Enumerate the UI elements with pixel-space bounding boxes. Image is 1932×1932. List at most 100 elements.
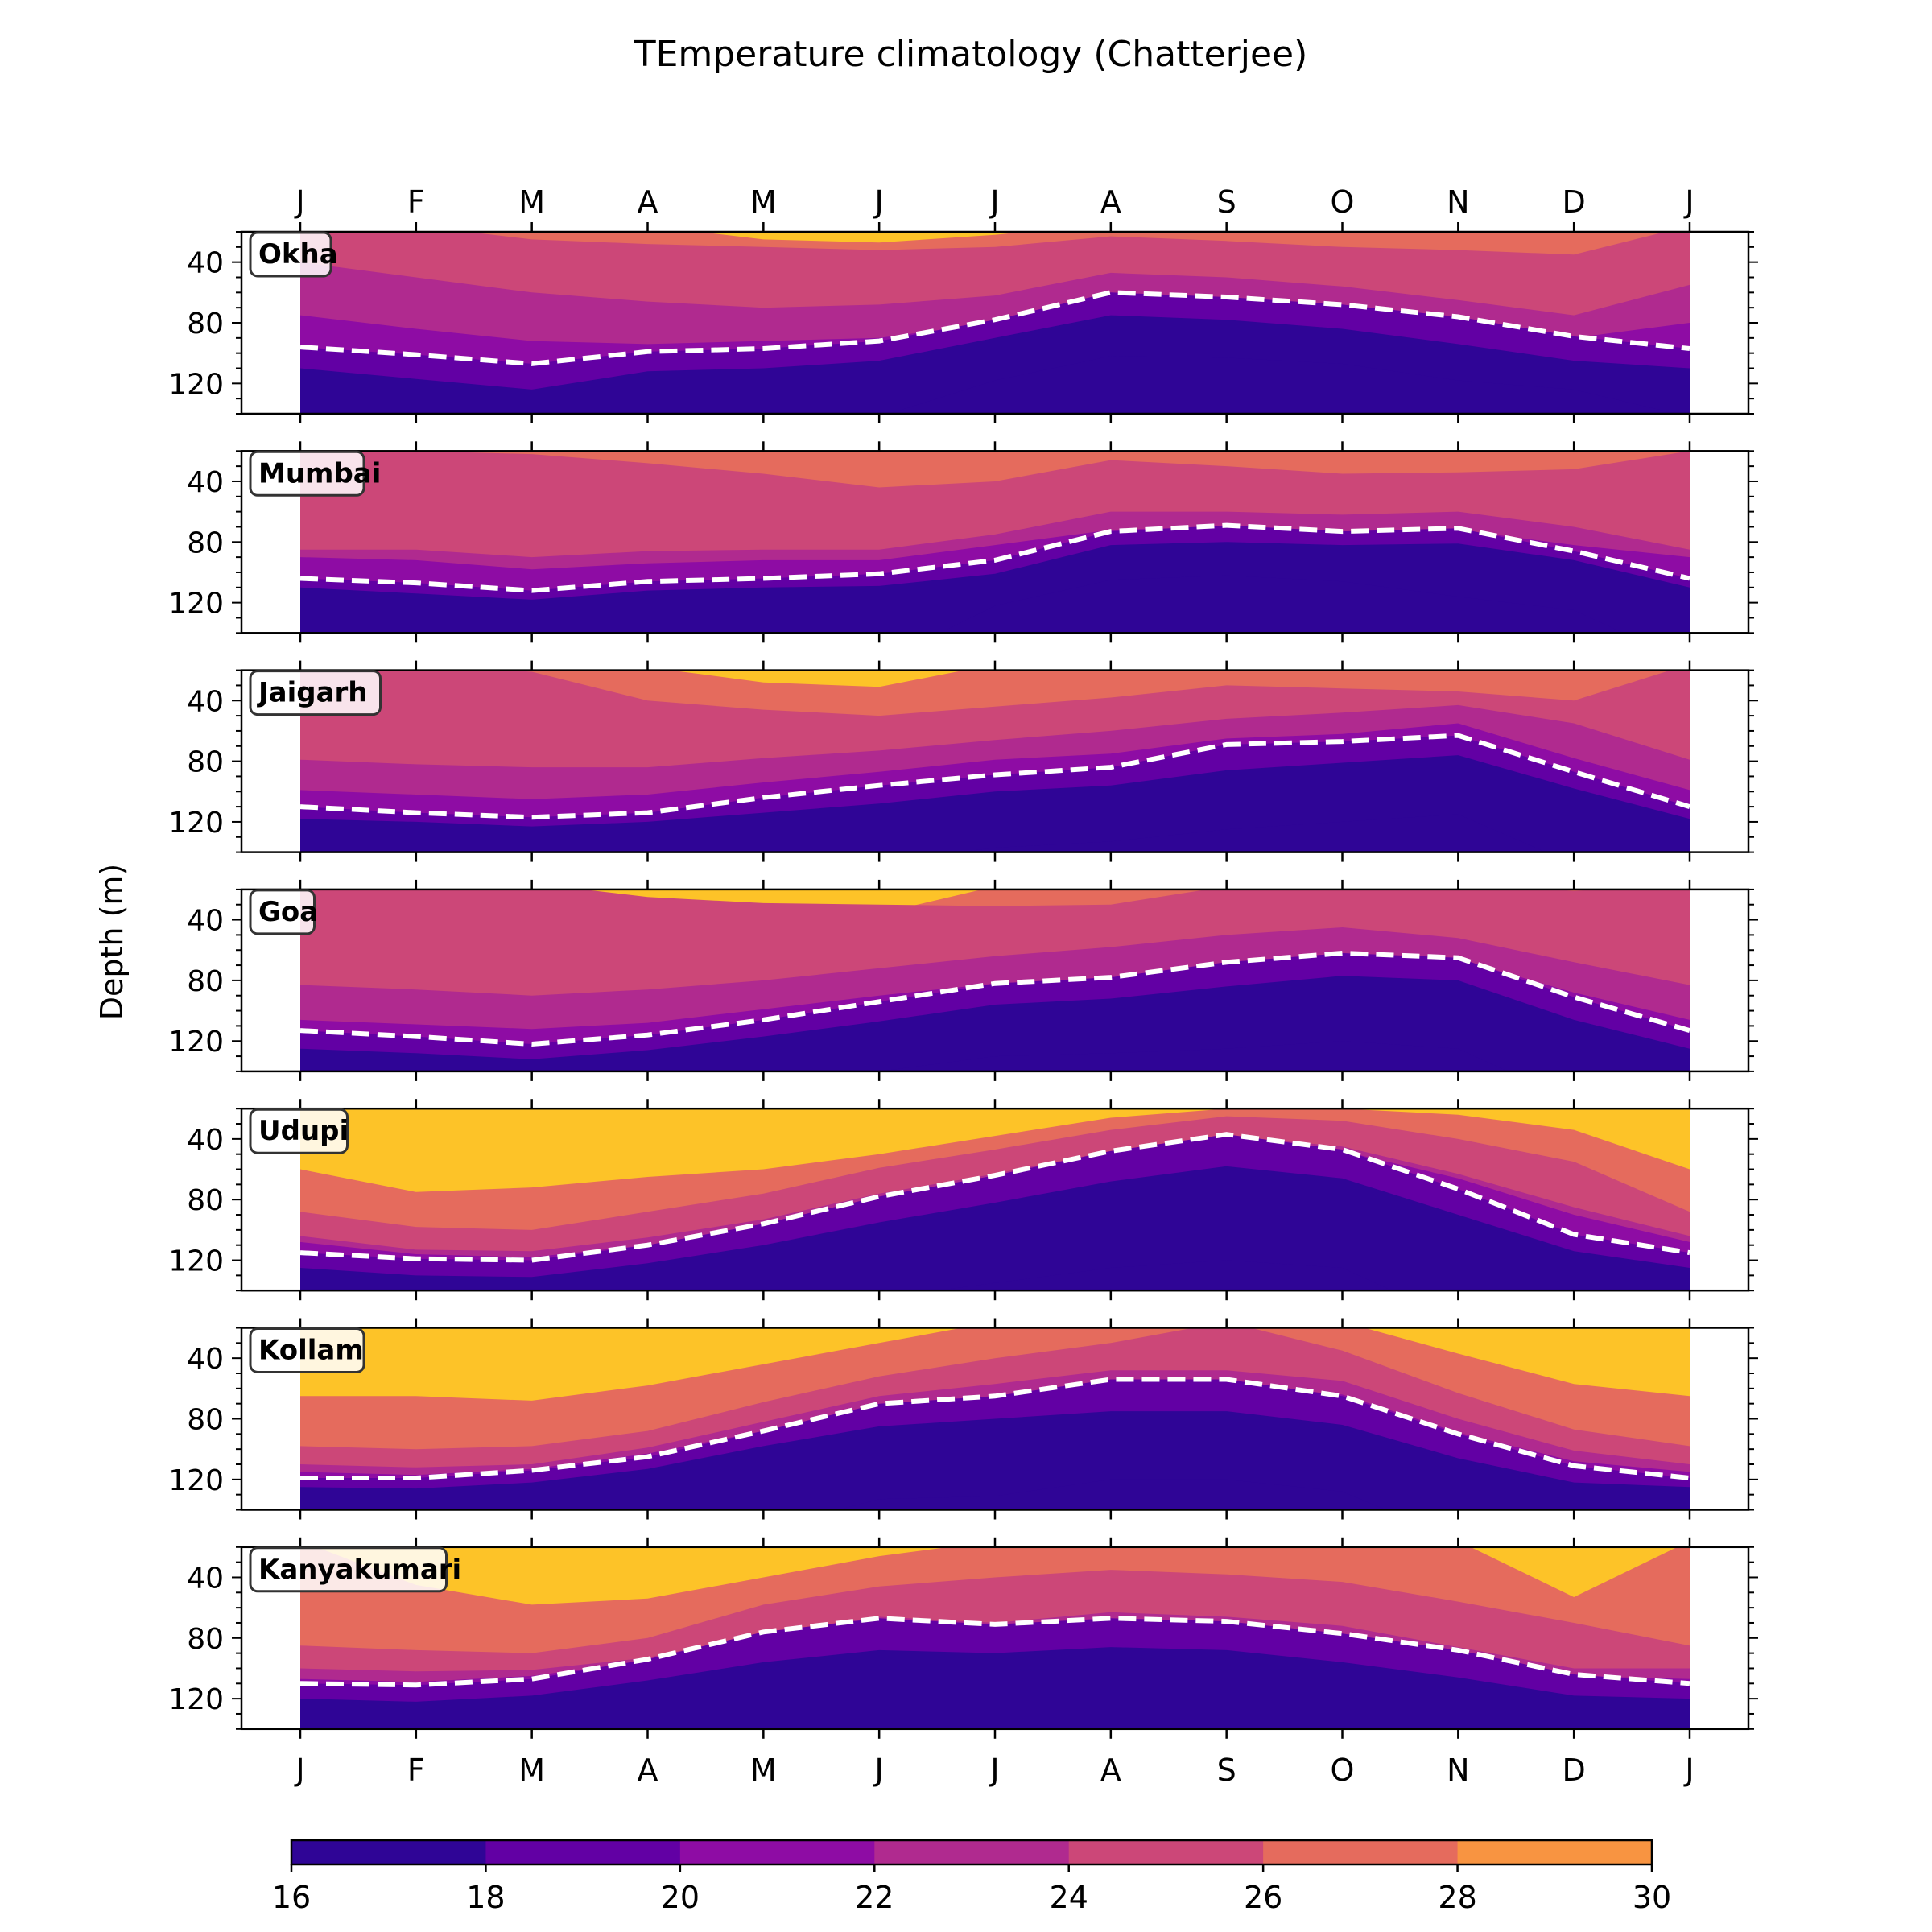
x-tick-label-bottom: J xyxy=(294,1752,304,1788)
y-tick-label: 40 xyxy=(187,905,224,938)
panel-kollam: 40 80 120 Kollam xyxy=(168,1318,1758,1520)
station-name: Okha xyxy=(258,238,338,270)
isotherm-20-line xyxy=(300,1377,1690,1480)
y-tick-label: 120 xyxy=(168,1464,224,1497)
station-name: Kollam xyxy=(258,1335,364,1367)
colorbar-tick-label: 26 xyxy=(1244,1880,1282,1915)
panel-jaigarh: 40 80 120 Jaigarh xyxy=(168,660,1758,862)
x-tick-label-bottom: A xyxy=(1100,1752,1121,1788)
x-tick-label-top: S xyxy=(1217,184,1236,220)
station-name: Mumbai xyxy=(258,457,381,489)
station-label-box xyxy=(249,231,332,278)
colorbar-tick-label: 20 xyxy=(661,1880,700,1915)
station-label-box xyxy=(249,889,316,935)
station-label: Kanyakumari xyxy=(249,1546,461,1593)
x-tick-label-bottom: M xyxy=(518,1752,545,1788)
station-panels: 40 80 120 Okha 40 80 120 Mumbai 40 80 120 Jaigarh 40… xyxy=(168,184,1758,1788)
x-tick-label-top: J xyxy=(873,184,884,220)
y-tick-label: 120 xyxy=(168,368,224,401)
station-label-box xyxy=(249,670,382,716)
contour-fill xyxy=(300,1108,1690,1291)
x-tick-label-top: N xyxy=(1447,184,1469,220)
isotherm-20-line xyxy=(299,733,1690,820)
y-tick-label: 80 xyxy=(187,526,224,559)
panel-kanyakumari: 40 80 120 Kanyakumari xyxy=(168,1537,1758,1739)
colorbar-segment xyxy=(485,1840,681,1864)
y-tick-label: 40 xyxy=(187,1124,224,1157)
panel-goa: 40 80 120 Goa xyxy=(168,879,1758,1081)
y-tick-label: 80 xyxy=(187,1404,224,1437)
y-tick-label: 80 xyxy=(187,965,224,998)
contour-band-below-16 xyxy=(838,1479,1386,1510)
station-label: Goa xyxy=(249,889,318,935)
isotherm-20-line xyxy=(299,1132,1690,1263)
x-tick-label-top: D xyxy=(1563,184,1586,220)
x-tick-label-bottom: J xyxy=(989,1752,999,1788)
station-name: Udupi xyxy=(258,1115,349,1147)
station-label-box xyxy=(249,1108,349,1154)
x-tick-label-bottom: J xyxy=(873,1752,884,1788)
contour-band-16-18 xyxy=(300,1647,1690,1729)
contour-fill xyxy=(300,889,1690,1071)
x-tick-label-bottom: N xyxy=(1447,1752,1469,1788)
isotherm-20-line xyxy=(299,950,1690,1047)
station-label-box xyxy=(249,1546,448,1593)
x-tick-label-bottom: D xyxy=(1563,1752,1586,1788)
isotherm-20-line xyxy=(299,522,1690,593)
isotherm-20-line xyxy=(299,1616,1690,1688)
station-label: Okha xyxy=(249,231,338,278)
colorbar-segment xyxy=(1263,1840,1459,1864)
x-tick-label-top: J xyxy=(1683,184,1694,220)
contour-band-16-18 xyxy=(300,1166,1690,1291)
station-label-box xyxy=(249,1327,365,1373)
station-name: Goa xyxy=(258,896,318,928)
x-tick-label-top: M xyxy=(750,184,777,220)
station-label-box xyxy=(249,450,365,497)
contour-band-below-16 xyxy=(937,1260,1393,1291)
colorbar-segment xyxy=(874,1840,1070,1864)
contour-fill xyxy=(300,1546,1690,1729)
colorbar-segment xyxy=(291,1840,486,1864)
x-tick-label-bottom: F xyxy=(407,1752,425,1788)
station-label: Udupi xyxy=(249,1108,349,1154)
x-tick-label-top: A xyxy=(1100,184,1121,220)
station-label: Jaigarh xyxy=(249,670,382,716)
colorbar-tick-label: 18 xyxy=(466,1880,505,1915)
colorbar-tick-label: 24 xyxy=(1050,1880,1088,1915)
colorbar-tick-label: 30 xyxy=(1633,1880,1671,1915)
x-tick-label-top: J xyxy=(989,184,999,220)
y-tick-label: 80 xyxy=(187,1184,224,1217)
chart-title: TEmperature climatology (Chatterjee) xyxy=(634,34,1308,75)
panel-okha: 40 80 120 Okha xyxy=(168,222,1758,423)
contour-fill xyxy=(300,1327,1690,1510)
contour-fill xyxy=(300,670,1690,852)
colorbar-tick-label: 22 xyxy=(855,1880,894,1915)
x-tick-label-top: M xyxy=(518,184,545,220)
contour-band-below-16 xyxy=(879,1041,1508,1071)
x-tick-label-top: O xyxy=(1331,184,1355,220)
y-tick-label: 40 xyxy=(187,466,224,499)
x-tick-label-bottom: A xyxy=(638,1752,658,1788)
x-tick-label-bottom: M xyxy=(750,1752,777,1788)
colorbar-tick-label: 28 xyxy=(1438,1880,1476,1915)
isotherm-20-line xyxy=(299,290,1690,366)
station-label: Mumbai xyxy=(249,450,381,497)
contour-band-below-16 xyxy=(889,356,1677,414)
colorbar-segment xyxy=(1068,1840,1264,1864)
y-tick-label: 120 xyxy=(168,1683,224,1716)
station-label: Kollam xyxy=(249,1327,365,1373)
x-tick-label-top: J xyxy=(294,184,304,220)
y-tick-label: 40 xyxy=(187,247,224,280)
y-tick-label: 40 xyxy=(187,1562,224,1595)
y-tick-label: 120 xyxy=(168,807,224,840)
y-tick-label: 80 xyxy=(187,1623,224,1656)
y-tick-label: 40 xyxy=(187,1343,224,1376)
contour-band-16-18 xyxy=(300,1411,1690,1510)
y-tick-label: 80 xyxy=(187,746,224,779)
contour-band-below-16 xyxy=(960,814,1546,852)
x-tick-label-top: F xyxy=(407,184,425,220)
y-axis-label: Depth (m) xyxy=(94,864,130,1021)
panel-mumbai: 40 80 120 Mumbai xyxy=(168,441,1758,643)
contour-fill xyxy=(300,451,1690,634)
